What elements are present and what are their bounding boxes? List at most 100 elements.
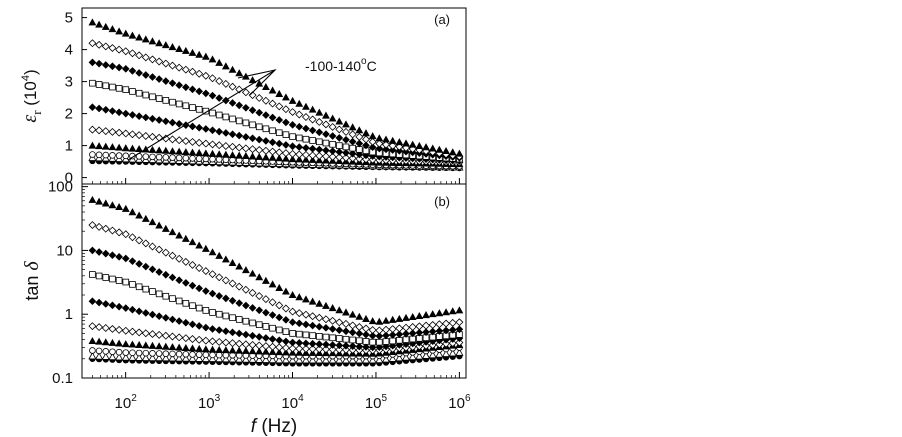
- data-point: [248, 331, 257, 340]
- data-point: [342, 335, 350, 343]
- data-point: [248, 269, 257, 277]
- data-point: [115, 27, 124, 35]
- data-point: [121, 29, 130, 37]
- data-point: [388, 141, 397, 150]
- data-point: [321, 355, 331, 364]
- data-point: [369, 338, 376, 346]
- data-point: [295, 339, 304, 347]
- x-tick-label: 104: [281, 393, 304, 412]
- data-point: [355, 329, 364, 338]
- x-tick-label: 105: [365, 393, 388, 412]
- data-point: [235, 151, 244, 159]
- data-point: [255, 108, 264, 117]
- data-point: [221, 354, 230, 363]
- data-point: [262, 125, 270, 133]
- data-point: [275, 89, 284, 97]
- series-3: [89, 151, 463, 170]
- y-tick-label: 5: [65, 10, 73, 27]
- data-point: [368, 326, 377, 334]
- data-point: [135, 89, 143, 97]
- data-point: [395, 138, 404, 146]
- data-point: [188, 48, 197, 56]
- data-point: [268, 298, 277, 307]
- series-8: [88, 246, 464, 340]
- data-point: [115, 348, 123, 356]
- data-point: [282, 154, 290, 162]
- data-point: [275, 326, 283, 334]
- data-point: [102, 274, 110, 281]
- data-point: [375, 332, 384, 340]
- data-point: [362, 330, 370, 339]
- data-point: [142, 91, 150, 99]
- data-point: [255, 347, 264, 355]
- data-point: [342, 120, 350, 128]
- data-point: [402, 143, 410, 152]
- data-point: [342, 148, 350, 157]
- data-point: [102, 348, 110, 355]
- data-point: [201, 267, 210, 276]
- data-point: [301, 150, 310, 159]
- data-point: [215, 111, 223, 119]
- data-point: [195, 264, 204, 272]
- data-point: [375, 134, 384, 142]
- data-point: [275, 313, 284, 322]
- data-point: [302, 320, 310, 329]
- data-point: [109, 152, 116, 159]
- data-point: [395, 324, 404, 333]
- data-point: [355, 139, 364, 148]
- data-point: [168, 332, 177, 341]
- data-point: [255, 93, 264, 102]
- data-point: [122, 86, 130, 93]
- data-point: [208, 91, 217, 100]
- data-point: [335, 125, 344, 134]
- data-point: [221, 79, 230, 88]
- data-point: [442, 147, 450, 155]
- data-point: [208, 325, 217, 333]
- data-point: [135, 145, 144, 153]
- data-point: [328, 341, 337, 349]
- data-point: [242, 119, 250, 127]
- data-point: [281, 343, 290, 352]
- data-point: [108, 107, 117, 115]
- data-point: [108, 201, 117, 209]
- data-point: [121, 353, 130, 361]
- data-point: [175, 154, 183, 162]
- data-point: [208, 345, 217, 353]
- data-point: [168, 147, 177, 155]
- data-point: [435, 145, 444, 153]
- data-point: [181, 257, 190, 266]
- data-point: [101, 249, 110, 258]
- data-point: [221, 338, 230, 347]
- data-point: [142, 153, 150, 160]
- data-point: [128, 208, 137, 216]
- data-point: [408, 140, 417, 148]
- y-tick-label: 2: [65, 106, 73, 123]
- data-point: [289, 133, 296, 140]
- data-point: [241, 340, 250, 349]
- data-point: [435, 309, 444, 317]
- data-point: [315, 333, 323, 340]
- data-point: [95, 104, 103, 113]
- data-point: [248, 340, 257, 349]
- data-point: [335, 148, 344, 156]
- data-point: [148, 353, 157, 362]
- data-point: [162, 97, 170, 104]
- data-point: [141, 262, 150, 271]
- data-point: [428, 327, 437, 336]
- data-point: [382, 316, 390, 324]
- data-point: [408, 312, 417, 320]
- data-point: [101, 61, 110, 69]
- data-point: [141, 239, 150, 248]
- data-point: [108, 338, 117, 346]
- data-point: [308, 312, 317, 321]
- data-point: [455, 306, 464, 314]
- data-point: [101, 142, 110, 150]
- data-point: [195, 69, 204, 78]
- data-point: [115, 108, 123, 117]
- data-point: [308, 297, 317, 305]
- data-point: [155, 342, 164, 350]
- data-point: [89, 347, 96, 354]
- data-point: [248, 347, 257, 355]
- data-point: [135, 349, 143, 357]
- data-point: [142, 285, 150, 293]
